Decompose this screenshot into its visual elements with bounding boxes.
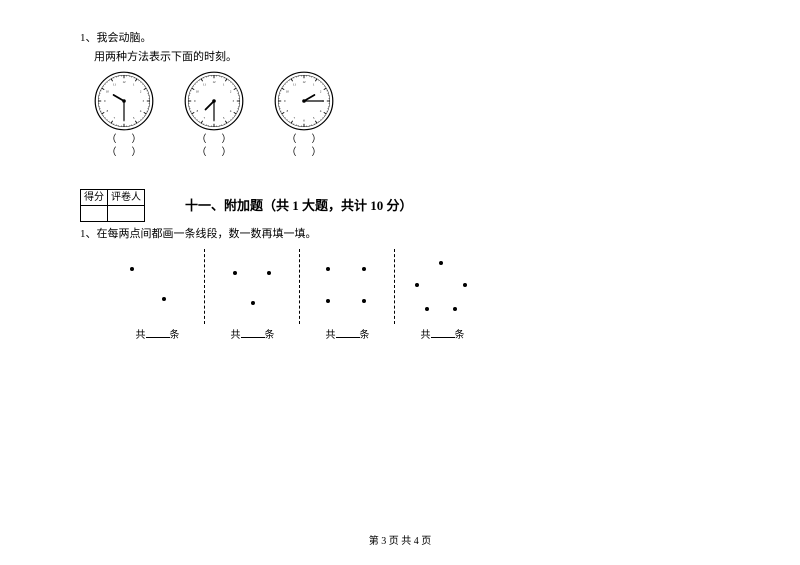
svg-text:10: 10 — [286, 90, 290, 94]
score-col1-cell — [81, 206, 108, 222]
clock-face: 121234567891011 — [274, 71, 334, 131]
clock-face: 121234567891011 — [184, 71, 244, 131]
score-table: 得分 评卷人 — [80, 189, 145, 222]
dot — [453, 307, 457, 311]
q1-number: 1、 — [80, 32, 97, 44]
q1-header: 1、我会动脑。 — [80, 30, 720, 47]
clock-answer-blanks: （ ）（ ） — [107, 133, 142, 159]
svg-text:12: 12 — [213, 80, 217, 84]
score-col2-cell — [108, 206, 145, 222]
dot — [326, 267, 330, 271]
svg-text:10: 10 — [106, 90, 110, 94]
page-content: 1、我会动脑。 用两种方法表示下面的时刻。 121234567891011（ ）… — [0, 0, 800, 343]
clock-block: 121234567891011（ ）（ ） — [274, 71, 334, 159]
dot — [267, 271, 271, 275]
svg-text:10: 10 — [196, 90, 200, 94]
score-col2-header: 评卷人 — [108, 190, 145, 206]
dot — [130, 267, 134, 271]
svg-text:11: 11 — [203, 83, 206, 87]
clocks-row: 121234567891011（ ）（ ）121234567891011（ ）（… — [94, 71, 720, 159]
clock-block: 121234567891011（ ）（ ） — [94, 71, 154, 159]
score-col1-header: 得分 — [81, 190, 108, 206]
page-footer: 第 3 页 共 4 页 — [0, 532, 800, 547]
dot — [463, 283, 467, 287]
q1-subtitle: 用两种方法表示下面的时刻。 — [80, 49, 720, 66]
dot — [362, 299, 366, 303]
clock-answer-blanks: （ ）（ ） — [197, 133, 232, 159]
dot — [162, 297, 166, 301]
dot — [251, 301, 255, 305]
q2-number: 1、 — [80, 228, 97, 240]
svg-text:11: 11 — [113, 83, 116, 87]
svg-text:11: 11 — [293, 83, 296, 87]
fill-cell: 共条 — [300, 328, 395, 343]
q2-header: 1、在每两点间都画一条线段，数一数再填一填。 — [80, 226, 720, 243]
svg-text:12: 12 — [123, 80, 127, 84]
dots-row — [110, 249, 720, 324]
fill-cell: 共条 — [110, 328, 205, 343]
dot — [326, 299, 330, 303]
dots-cell — [395, 249, 490, 324]
clock-answer-blanks: （ ）（ ） — [287, 133, 322, 159]
clock-block: 121234567891011（ ）（ ） — [184, 71, 244, 159]
fill-row: 共条共条共条共条 — [110, 328, 720, 343]
score-row: 得分 评卷人 十一、附加题（共 1 大题，共计 10 分） — [80, 189, 720, 222]
dot — [439, 261, 443, 265]
clock-face: 121234567891011 — [94, 71, 154, 131]
dot — [415, 283, 419, 287]
dot — [233, 271, 237, 275]
dots-cell — [110, 249, 205, 324]
section-title: 十一、附加题（共 1 大题，共计 10 分） — [185, 196, 413, 216]
fill-cell: 共条 — [205, 328, 300, 343]
dot — [425, 307, 429, 311]
q1-title: 我会动脑。 — [97, 32, 152, 44]
dots-cell — [300, 249, 395, 324]
q2-title: 在每两点间都画一条线段，数一数再填一填。 — [97, 228, 317, 240]
dots-cell — [205, 249, 300, 324]
fill-cell: 共条 — [395, 328, 490, 343]
svg-text:12: 12 — [303, 80, 307, 84]
dot — [362, 267, 366, 271]
